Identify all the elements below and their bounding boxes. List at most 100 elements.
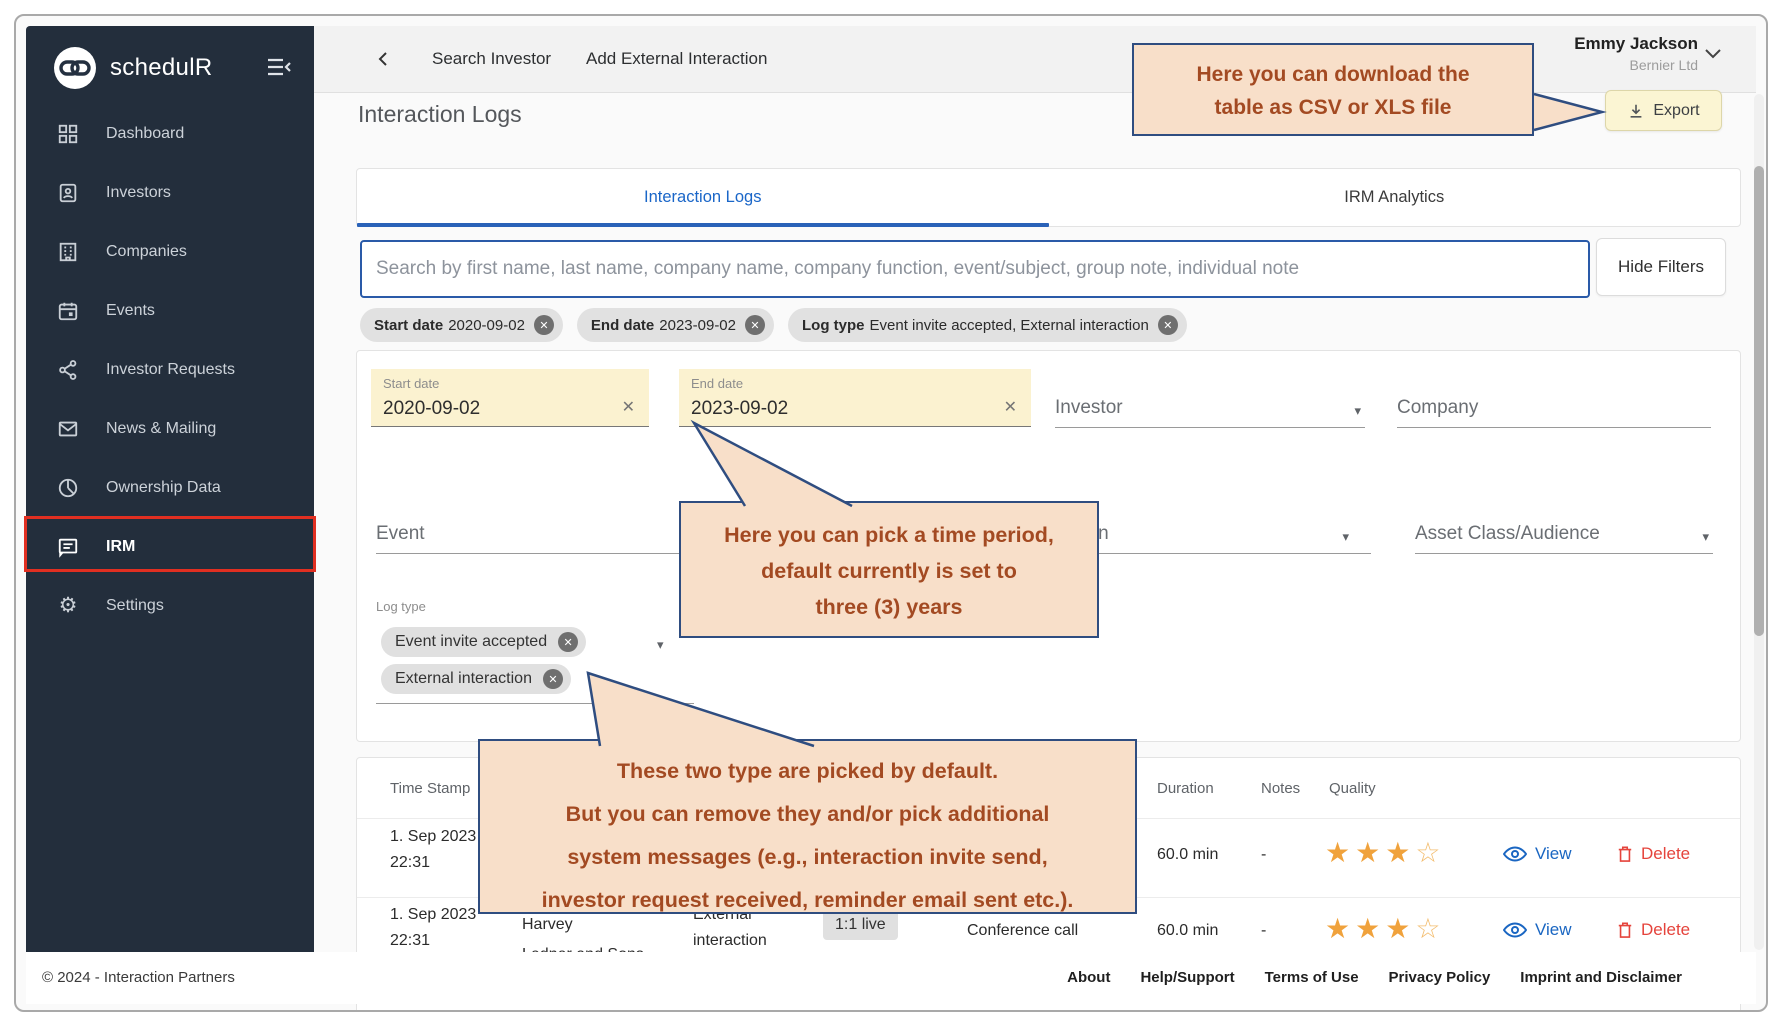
chip-log-type[interactable]: Log type Event invite accepted, External …: [788, 308, 1187, 342]
field-label: End date: [691, 376, 744, 391]
remove-chip-icon[interactable]: ✕: [1157, 315, 1178, 335]
sidebar-item-investors[interactable]: Investors: [26, 163, 314, 222]
sidebar-item-irm[interactable]: IRM: [26, 517, 314, 576]
trash-icon: [1618, 922, 1632, 938]
remove-chip-icon[interactable]: ✕: [533, 315, 554, 335]
log-type-underline: [376, 703, 694, 704]
eye-icon: [1503, 922, 1527, 938]
scrollbar-thumb[interactable]: [1754, 166, 1764, 636]
sidebar-item-news-mailing[interactable]: News & Mailing: [26, 399, 314, 458]
sidebar-item-ownership-data[interactable]: Ownership Data: [26, 458, 314, 517]
chevron-left-icon: [378, 52, 387, 66]
stars-filled: ★★★: [1325, 913, 1416, 944]
chip-label: Start date: [374, 316, 444, 334]
footer-links: About Help/Support Terms of Use Privacy …: [1067, 969, 1682, 986]
col-header-quality: Quality: [1329, 780, 1376, 797]
quality-rating[interactable]: ★★★☆: [1325, 836, 1445, 869]
investor-select[interactable]: Investor ▾: [1055, 381, 1365, 428]
footer-link-about[interactable]: About: [1067, 969, 1111, 986]
sidebar-item-dashboard[interactable]: Dashboard: [26, 104, 314, 163]
active-filter-chips: Start date 2020-09-02 ✕ End date 2023-09-02…: [360, 308, 1187, 342]
callout-text: investor request received, reminder emai…: [541, 888, 1074, 912]
chevron-down-icon: ▾: [1354, 403, 1361, 418]
remove-chip-icon[interactable]: ✕: [542, 669, 563, 689]
sidebar-item-label: IRM: [106, 537, 136, 555]
end-date-field[interactable]: End date 2023-09-02 ✕: [679, 369, 1031, 427]
remove-chip-icon[interactable]: ✕: [558, 632, 579, 652]
clear-start-date-icon[interactable]: ✕: [621, 399, 635, 416]
timestamp-time: 22:31: [390, 854, 431, 871]
callout-text: Here you can download the: [1196, 63, 1470, 86]
log-type-label: Log type: [376, 599, 426, 614]
callout-text: default currently is set to: [761, 559, 1017, 583]
trash-icon: [1618, 846, 1632, 862]
view-label: View: [1535, 844, 1572, 863]
chip-value: 2023-09-02: [659, 316, 736, 334]
chip-label: End date: [590, 316, 655, 334]
field-label: Event: [376, 523, 425, 544]
chevron-down-icon[interactable]: [1704, 48, 1722, 60]
chip-end-date[interactable]: End date 2023-09-02 ✕: [576, 308, 774, 342]
remove-chip-icon[interactable]: ✕: [745, 315, 765, 335]
log-type-chip-event-invite[interactable]: Event invite accepted ✕: [381, 627, 587, 657]
envelope-icon: [56, 417, 80, 441]
app-window: schedulR Dashboard Investors Companies E…: [14, 14, 1768, 1012]
delete-button[interactable]: Delete: [1617, 920, 1690, 940]
investor-cell: Harvey: [522, 916, 573, 933]
event-field[interactable]: Event: [376, 507, 703, 554]
asset-class-select[interactable]: Asset Class/Audience ▾: [1415, 507, 1713, 554]
timestamp-date: 1. Sep 2023: [390, 906, 477, 923]
notes-cell: -: [1261, 846, 1267, 863]
company-field[interactable]: Company: [1397, 381, 1711, 428]
sidebar-item-investor-requests[interactable]: Investor Requests: [26, 340, 314, 399]
field-label: Start date: [383, 376, 440, 391]
add-external-interaction-button[interactable]: Add External Interaction: [586, 49, 768, 68]
notes-cell: -: [1261, 922, 1267, 939]
chevron-down-icon[interactable]: ▾: [657, 637, 664, 652]
hide-filters-button[interactable]: Hide Filters: [1596, 238, 1726, 296]
log-type-chip-external[interactable]: External interaction ✕: [381, 664, 571, 694]
col-header-notes: Notes: [1261, 780, 1301, 797]
export-button[interactable]: Export: [1605, 90, 1722, 131]
footer-link-privacy[interactable]: Privacy Policy: [1388, 969, 1491, 986]
search-input[interactable]: [362, 242, 1588, 296]
quality-rating[interactable]: ★★★☆: [1325, 912, 1445, 945]
tab-irm-analytics[interactable]: IRM Analytics: [1344, 188, 1445, 206]
view-button[interactable]: View: [1503, 920, 1572, 940]
footer-link-terms[interactable]: Terms of Use: [1264, 969, 1359, 986]
user-company: Bernier Ltd: [1629, 57, 1698, 73]
start-date-field[interactable]: Start date 2020-09-02 ✕: [371, 369, 649, 427]
sidebar-collapse-icon[interactable]: [266, 56, 292, 78]
timestamp-time: 22:31: [390, 932, 431, 949]
view-button[interactable]: View: [1503, 844, 1572, 864]
sidebar-item-companies[interactable]: Companies: [26, 222, 314, 281]
log-type-cell: interaction: [693, 932, 767, 949]
chat-lines-icon: [56, 535, 80, 559]
clear-end-date-icon[interactable]: ✕: [1003, 399, 1017, 416]
chip-label: Event invite accepted: [395, 633, 548, 650]
callout-log-type-hint: These two type are picked by default. Bu…: [478, 739, 1137, 914]
sidebar-item-label: Companies: [106, 242, 187, 260]
tab-interaction-logs[interactable]: Interaction Logs: [644, 188, 762, 206]
end-date-value: 2023-09-02: [691, 398, 789, 419]
callout-text: These two type are picked by default.: [616, 759, 999, 783]
duration-cell: 60.0 min: [1157, 846, 1219, 863]
sidebar-item-label: Investor Requests: [106, 360, 235, 378]
logo-row: schedulR: [26, 40, 314, 96]
footer-link-help-support[interactable]: Help/Support: [1140, 969, 1235, 986]
back-button[interactable]: [376, 26, 392, 92]
sidebar-item-events[interactable]: Events: [26, 281, 314, 340]
sidebar-item-settings[interactable]: ⚙ Settings: [26, 576, 314, 635]
chip-label: Log type: [802, 316, 865, 334]
delete-button[interactable]: Delete: [1617, 844, 1690, 864]
sidebar-item-label: News & Mailing: [106, 419, 217, 437]
calendar-icon: [56, 299, 80, 323]
user-menu[interactable]: Emmy Jackson Bernier Ltd: [1574, 34, 1698, 73]
chip-start-date[interactable]: Start date 2020-09-02 ✕: [360, 308, 563, 342]
footer-link-imprint[interactable]: Imprint and Disclaimer: [1520, 969, 1682, 986]
search-investor-button[interactable]: Search Investor: [432, 49, 552, 68]
topbar: Search Investor Add External Interaction…: [314, 26, 1756, 93]
chip-value: Event invite accepted, External interact…: [869, 316, 1149, 334]
app-name: schedulR: [110, 54, 213, 81]
